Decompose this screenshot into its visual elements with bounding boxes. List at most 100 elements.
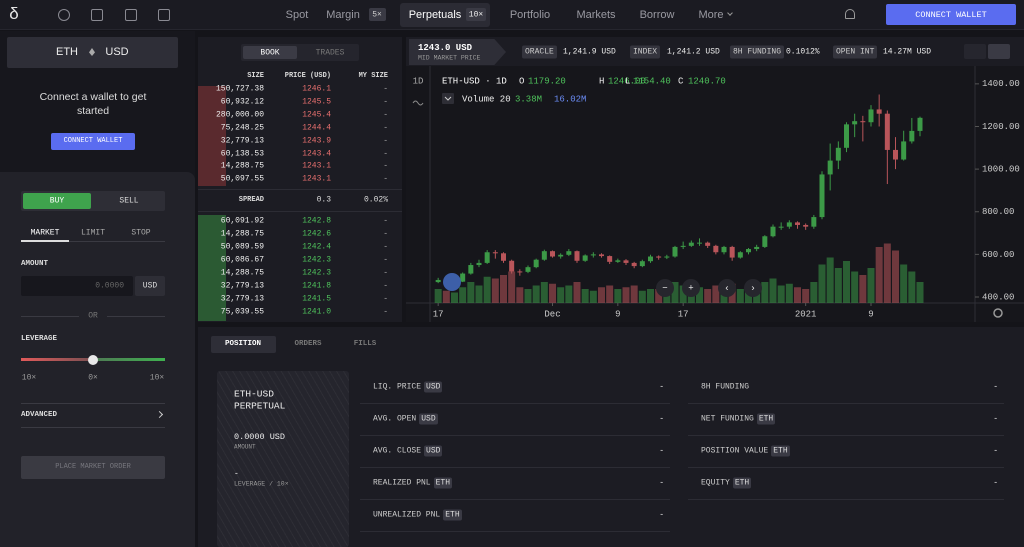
candle-body	[501, 253, 506, 261]
collapse-button[interactable]	[442, 93, 454, 104]
candle-body	[623, 260, 629, 263]
connect-wallet-button[interactable]	[886, 4, 1016, 25]
order-type-tab[interactable]: MARKET	[30, 228, 60, 238]
volume-bar	[826, 257, 834, 303]
bid-cell: -	[383, 255, 388, 265]
nav-icon[interactable]	[125, 9, 137, 21]
market-header	[406, 37, 1024, 66]
chart-toggle[interactable]	[988, 44, 1010, 59]
ask-cell: 32,779.13	[220, 136, 264, 146]
advanced-toggle[interactable]: ADVANCED	[21, 411, 58, 419]
buy-active[interactable]	[23, 193, 91, 209]
x-tick-label: 17	[678, 309, 689, 319]
chart-control[interactable]	[656, 279, 674, 297]
positions-tab[interactable]: POSITION	[224, 340, 262, 348]
settings-icon[interactable]	[993, 308, 1003, 318]
volume-bar	[638, 290, 646, 303]
nav-icon[interactable]	[91, 9, 103, 21]
volume-bar	[442, 290, 450, 303]
bid-cell: 75,039.55	[220, 307, 264, 317]
ask-cell: 60,932.12	[220, 97, 264, 107]
field-value: -	[993, 446, 998, 456]
book-tab[interactable]: TRADES	[315, 48, 345, 58]
order-type-tab[interactable]: LIMIT	[80, 228, 106, 238]
candle-body	[844, 124, 849, 148]
volume-bar	[483, 276, 491, 303]
candle-body	[533, 259, 539, 268]
candle-body	[509, 260, 515, 272]
volume-bar	[704, 289, 712, 303]
candle-body	[688, 242, 694, 246]
volume-bar	[589, 290, 597, 303]
ask-depth	[198, 86, 226, 186]
chart-control[interactable]	[744, 279, 762, 297]
positions-tab[interactable]: ORDERS	[294, 340, 322, 348]
field-unit: USD	[424, 445, 443, 457]
ohlc-label: O	[519, 76, 524, 86]
price-tag	[409, 39, 506, 65]
nav-item[interactable]: Spot	[285, 9, 309, 21]
field-unit: ETH	[756, 413, 776, 425]
chart-control[interactable]	[682, 279, 700, 297]
candle-body	[435, 279, 441, 283]
connect-button[interactable]	[51, 133, 135, 150]
candle-body	[656, 256, 662, 258]
nav-icon[interactable]	[58, 9, 70, 21]
bid-cell: -	[383, 268, 388, 278]
volume-bar	[859, 275, 867, 303]
mid-price: 1243.0 USD	[418, 43, 473, 53]
button-label: CONNECT WALLET	[63, 137, 123, 145]
bid-cell: -	[383, 307, 388, 317]
card-leverage: -	[234, 469, 239, 479]
field-label-group: 8H FUNDING	[701, 383, 749, 392]
book-tab[interactable]: BOOK	[260, 48, 280, 58]
field-unit: ETH	[443, 509, 462, 521]
nav-item[interactable]: Markets	[576, 9, 616, 21]
chart-control-label: −	[662, 283, 667, 293]
ask-cell: 1245.5	[302, 97, 331, 107]
draw-icon[interactable]	[412, 100, 424, 106]
field-label-group: POSITION VALUE ETH	[701, 445, 790, 457]
stat-label: OPEN INT	[833, 45, 878, 59]
volume-bar	[647, 289, 654, 303]
submit-button[interactable]	[21, 456, 165, 479]
ask-cell: 50,097.55	[220, 174, 264, 184]
volume-bar	[785, 283, 793, 303]
field-value: -	[659, 414, 664, 424]
bell-icon[interactable]	[845, 9, 855, 19]
field-value: -	[659, 446, 664, 456]
candle-body	[680, 245, 686, 247]
volume-bar	[663, 290, 671, 303]
divider	[360, 435, 670, 436]
side-tab[interactable]: SELL	[119, 196, 139, 206]
chart-toggle[interactable]	[964, 44, 986, 59]
nav-icon[interactable]	[158, 9, 170, 21]
volume-bar	[712, 285, 720, 303]
field-label: POSITION VALUE	[701, 446, 769, 456]
nav-item[interactable]: Margin	[326, 9, 360, 21]
volume-bar	[491, 278, 499, 303]
leverage-knob[interactable]	[88, 355, 98, 365]
nav-item[interactable]: Portfolio	[509, 9, 551, 21]
volume-bar	[557, 287, 565, 303]
bid-cell: 1241.0	[302, 307, 331, 317]
divider	[360, 467, 670, 468]
ask-cell: -	[383, 84, 388, 94]
volume-bar	[573, 282, 581, 303]
amount-input[interactable]	[21, 276, 133, 296]
chart-control[interactable]	[718, 279, 736, 297]
bid-cell: 50,089.59	[220, 242, 264, 252]
interval-button[interactable]: 1D	[413, 76, 424, 86]
book-tab-active	[243, 46, 297, 59]
volume-bar	[679, 285, 687, 303]
nav-item[interactable]: More	[698, 9, 724, 21]
order-type-tab[interactable]: STOP	[131, 228, 151, 238]
field-label: REALIZED PNL	[373, 478, 431, 488]
nav-item[interactable]: Perpetuals	[408, 9, 462, 21]
chart-title: ETH-USD · 1D	[442, 76, 507, 86]
leverage-track	[93, 358, 165, 361]
nav-item[interactable]: Borrow	[639, 9, 675, 21]
positions-tab[interactable]: FILLS	[353, 340, 377, 348]
volume-bar	[908, 271, 916, 303]
